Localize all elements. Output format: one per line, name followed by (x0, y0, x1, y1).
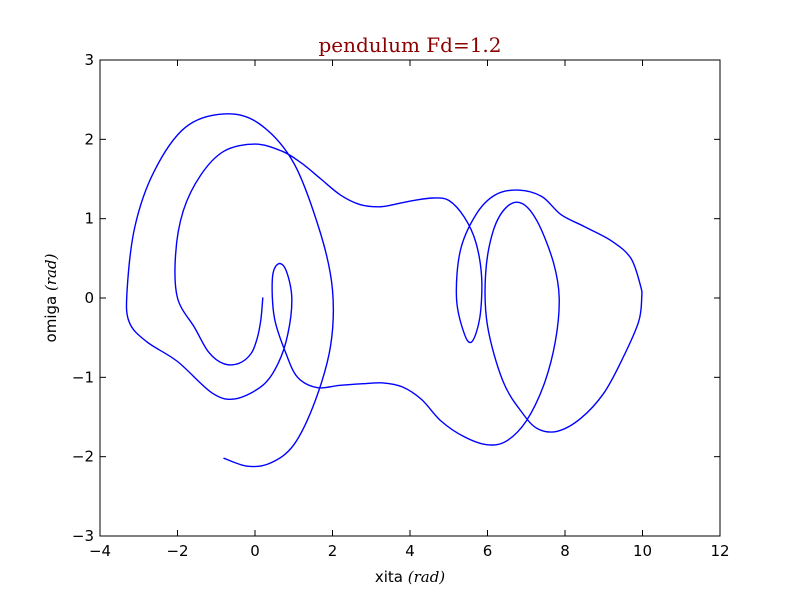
chart-title: pendulum Fd=1.2 (318, 33, 501, 57)
y-tick-label: −1 (72, 368, 94, 386)
y-tick-label: −3 (72, 527, 94, 545)
y-tick-label: −2 (72, 448, 94, 466)
x-axis-tick-labels: −4 −2 0 2 4 6 8 10 12 (89, 542, 730, 560)
y-tick-label: 1 (84, 210, 94, 228)
x-tick-label: 8 (560, 542, 570, 560)
x-tick-label: 0 (250, 542, 260, 560)
x-tick-label: 2 (328, 542, 338, 560)
x-tick-label: 6 (483, 542, 493, 560)
x-axis-ticks (99, 60, 721, 536)
plot-area (99, 59, 721, 537)
x-axis-label: xita (rad) (375, 568, 445, 586)
y-axis-ticks (100, 59, 720, 537)
x-tick-label: 12 (710, 542, 729, 560)
x-tick-label: −4 (89, 542, 111, 560)
y-axis-label: omiga (rad) (42, 253, 60, 342)
x-tick-label: 10 (633, 542, 652, 560)
x-tick-label: 4 (405, 542, 415, 560)
y-tick-label: 3 (84, 51, 94, 69)
y-axis-label-unit: (rad) (42, 253, 60, 291)
x-tick-label: −2 (166, 542, 188, 560)
y-axis-label-text: omiga (42, 296, 60, 343)
y-axis-tick-labels: −3 −2 −1 0 1 2 3 (72, 51, 94, 545)
x-axis-label-unit: (rad) (408, 568, 446, 586)
x-axis-label-text: xita (375, 568, 403, 586)
phase-trajectory-line (125, 113, 643, 468)
y-tick-label: 2 (84, 130, 94, 148)
y-tick-label: 0 (84, 289, 94, 307)
